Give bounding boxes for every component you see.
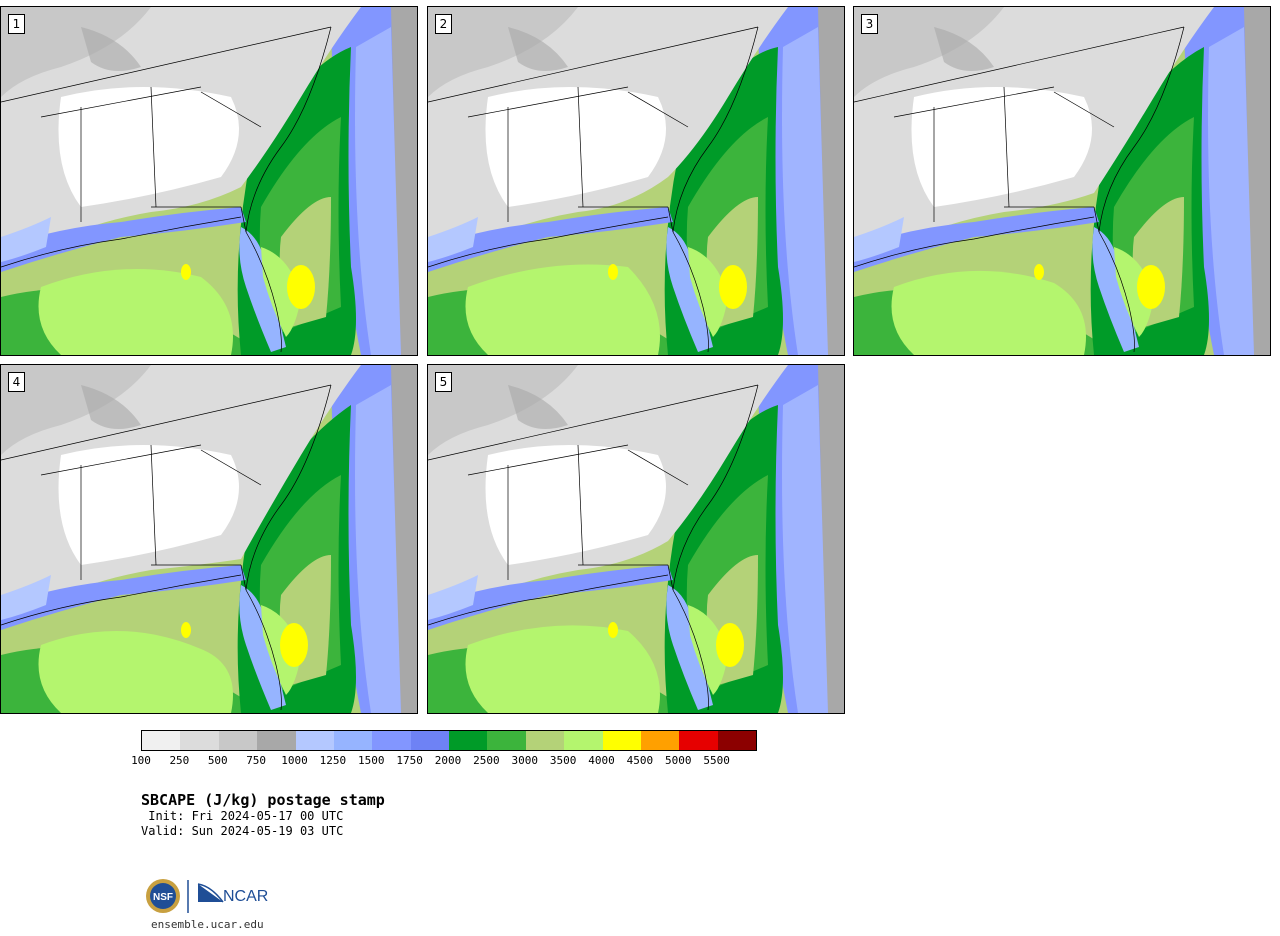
nsf-ncar-logo: NSF NCAR bbox=[146, 879, 268, 913]
colorbar-tick-label: 3500 bbox=[549, 754, 577, 767]
valid-time: Valid: Sun 2024-05-19 03 UTC bbox=[141, 824, 344, 838]
colorbar-tick-labels: 100 250 500 750 1000 1250 1500 1750 2000 2500 3000… bbox=[131, 754, 755, 770]
colorbar-tick-label: 1250 bbox=[319, 754, 347, 767]
panel-label: 2 bbox=[435, 14, 452, 34]
ncar-logo-icon: NCAR bbox=[197, 883, 268, 905]
colorbar-swatch bbox=[525, 731, 565, 750]
panel-label: 3 bbox=[861, 14, 878, 34]
colorbar-swatch bbox=[257, 731, 296, 750]
colorbar-swatch bbox=[640, 731, 680, 750]
panel-label: 1 bbox=[8, 14, 25, 34]
member-panel-2: 2 bbox=[427, 6, 845, 356]
colorbar-swatch bbox=[564, 731, 603, 750]
svg-text:NCAR: NCAR bbox=[223, 888, 268, 905]
colorbar-swatch bbox=[679, 731, 718, 750]
colorbar-tick-label: 2000 bbox=[434, 754, 462, 767]
colorbar-tick-label: 2500 bbox=[473, 754, 500, 767]
colorbar-tick-label: 100 bbox=[131, 754, 151, 767]
sbcape-map-3 bbox=[854, 7, 1270, 355]
colorbar-tick-label: 250 bbox=[169, 754, 190, 767]
sbcape-map-1 bbox=[1, 7, 417, 355]
colorbar-swatch bbox=[142, 731, 181, 750]
svg-text:NSF: NSF bbox=[153, 892, 173, 903]
colorbar-tick-label: 750 bbox=[246, 754, 267, 767]
colorbar-tick-label: 4000 bbox=[588, 754, 615, 767]
colorbar-swatch bbox=[449, 731, 488, 750]
colorbar-swatch bbox=[180, 731, 219, 750]
colorbar-tick-label: 1000 bbox=[281, 754, 308, 767]
colorbar-tick-label: 5000 bbox=[665, 754, 692, 767]
colorbar-tick-label: 4500 bbox=[626, 754, 654, 767]
sbcape-map-2 bbox=[428, 7, 844, 355]
colorbar-swatch bbox=[295, 731, 334, 750]
colorbar-swatch bbox=[487, 731, 526, 750]
panel-label: 5 bbox=[435, 372, 452, 392]
colorbar-tick-label: 5500 bbox=[703, 754, 730, 767]
colorbar-tick-label: 3000 bbox=[511, 754, 539, 767]
sbcape-map-4 bbox=[1, 365, 417, 713]
nsf-logo-icon: NSF bbox=[146, 879, 180, 913]
colorbar-tick-label: 1500 bbox=[358, 754, 385, 767]
colorbar-swatch bbox=[602, 731, 641, 750]
colorbar-swatch bbox=[372, 731, 411, 750]
member-panel-5: 5 bbox=[427, 364, 845, 714]
colorbar-tick-label: 1750 bbox=[396, 754, 423, 767]
panel-label: 4 bbox=[8, 372, 25, 392]
member-panel-1: 1 bbox=[0, 6, 418, 356]
member-panel-3: 3 bbox=[853, 6, 1271, 356]
colorbar-swatch bbox=[410, 731, 449, 750]
colorbar-swatch bbox=[333, 731, 373, 750]
plot-title: SBCAPE (J/kg) postage stamp bbox=[141, 791, 385, 809]
colorbar-tick-label: 500 bbox=[207, 754, 228, 767]
member-panel-4: 4 bbox=[0, 364, 418, 714]
colorbar-swatch bbox=[717, 731, 756, 750]
colorbar-swatch bbox=[218, 731, 258, 750]
init-time: Init: Fri 2024-05-17 00 UTC bbox=[141, 809, 344, 823]
site-url: ensemble.ucar.edu bbox=[151, 918, 264, 931]
sbcape-map-5 bbox=[428, 365, 844, 713]
colorbar bbox=[141, 730, 757, 751]
